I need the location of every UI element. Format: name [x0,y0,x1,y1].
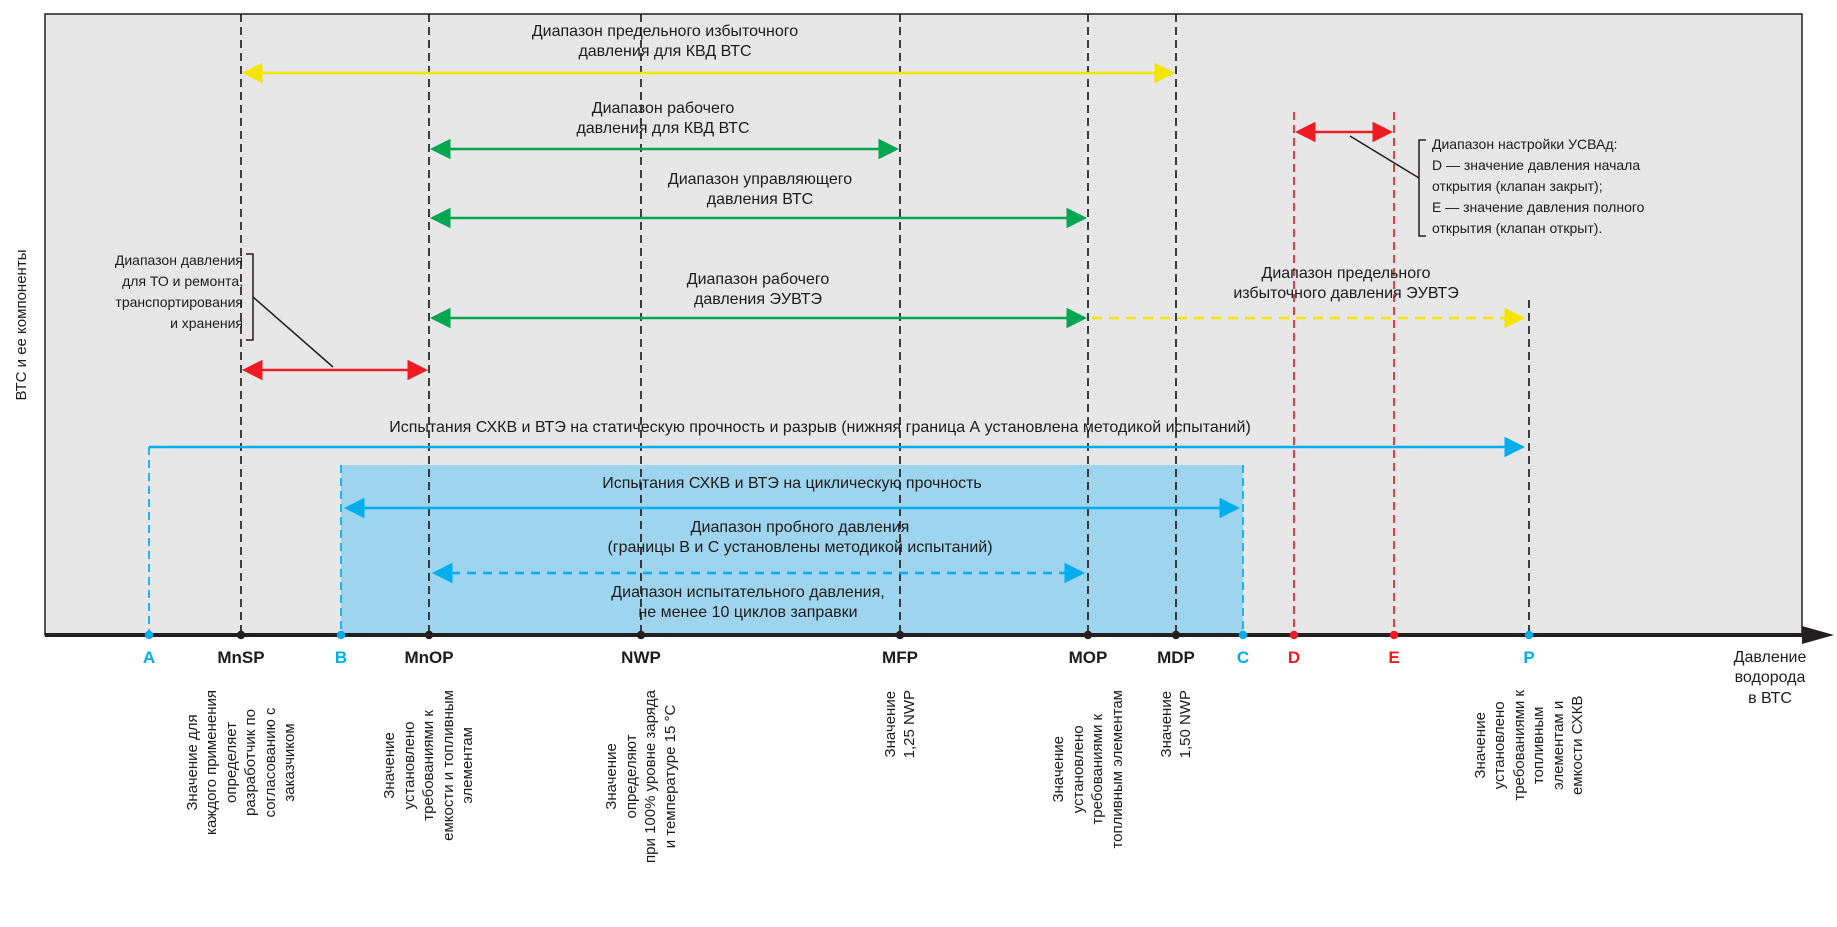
axis-label-nwp: NWP [621,648,661,667]
x-axis-title: Давление водорода в ВТС [1733,649,1807,707]
y-axis-title: ВТС и ее компоненты [13,249,31,401]
dot-c [1238,630,1248,640]
usvad-callout-leader [1349,135,1420,179]
desc-nwp: Значение определяют при 100% уровне заря… [603,690,679,863]
dot-nwp [636,630,646,640]
label-kvd-limit: Диапазон предельного избыточного давлени… [531,23,799,61]
desc-mnsp-wrap: Значение для каждого применения определя… [166,690,316,910]
maintenance-callout-leader [252,296,334,368]
label-test10-range: Диапазон испытательного давления, не мен… [611,584,885,622]
x-axis-arrowhead [1802,626,1834,644]
dot-p [1524,630,1534,640]
label-euvte-limit: Диапазон предельного избыточного давлени… [1233,265,1459,303]
desc-mnop: Значение установлено требованиями к емко… [381,690,477,841]
axis-label-d: D [1287,648,1301,667]
usvad-callout-text: Диапазон настройки УСВАд: D — значение д… [1432,136,1645,236]
cyclic-test-region [341,465,1243,635]
dot-e [1389,630,1399,640]
axis-label-mdp: MDP [1157,648,1195,667]
dot-b [336,630,346,640]
axis-label-c: C [1236,648,1250,667]
desc-mnsp: Значение для каждого применения определя… [183,690,299,835]
dot-d [1289,630,1299,640]
dot-mop [1083,630,1093,640]
pressure-gridlines [148,14,1530,635]
desc-nwp-wrap: Значение определяют при 100% уровне заря… [566,690,716,910]
dot-mnop [424,630,434,640]
axis-label-e: E [1388,648,1400,667]
axis-label-b: B [334,648,348,667]
axis-label-mnop: MnOP [404,648,454,667]
label-euvte-working: Диапазон рабочего давления ЭУВТЭ [686,271,830,309]
callout-connectors [246,135,1426,368]
axis-label-a: A [142,648,156,667]
label-control-range: Диапазон управляющего давления ВТС [667,171,853,209]
desc-mfp-wrap: Значение 1,25 NWP [825,690,975,910]
axis-point-dots [144,630,1534,640]
label-kvd-working: Диапазон рабочего давления для КВД ВТС [576,100,750,138]
axis-label-mfp: MFP [882,648,918,667]
desc-mfp: Значение 1,25 NWP [881,690,919,759]
desc-mnop-wrap: Значение установлено требованиями к емко… [354,690,504,910]
axis-label-mnsp: MnSP [217,648,265,667]
dot-mdp [1171,630,1181,640]
usvad-callout-bracket [1418,139,1426,237]
axis-label-mop: MOP [1068,648,1108,667]
axis-label-p: P [1523,648,1535,667]
desc-mdp: Значение 1,50 NWP [1157,690,1195,759]
desc-p-wrap: Значение установлено требованиями к топл… [1454,690,1604,910]
desc-mdp-wrap: Значение 1,50 NWP [1101,690,1251,910]
maintenance-callout-text: Диапазон давления для ТО и ремонта, тран… [114,252,243,331]
label-static-test: Испытания СХКВ и ВТЭ на статическую проч… [389,419,1251,436]
dot-a [144,630,154,640]
label-proof-range: Диапазон пробного давления (границы B и … [607,519,993,557]
label-cyclic-test: Испытания СХКВ и ВТЭ на циклическую проч… [602,475,982,492]
dot-mnsp [236,630,246,640]
desc-p: Значение установлено требованиями к топл… [1471,690,1587,801]
dot-mfp [895,630,905,640]
y-axis-title-wrap: ВТС и ее компоненты [9,175,35,475]
